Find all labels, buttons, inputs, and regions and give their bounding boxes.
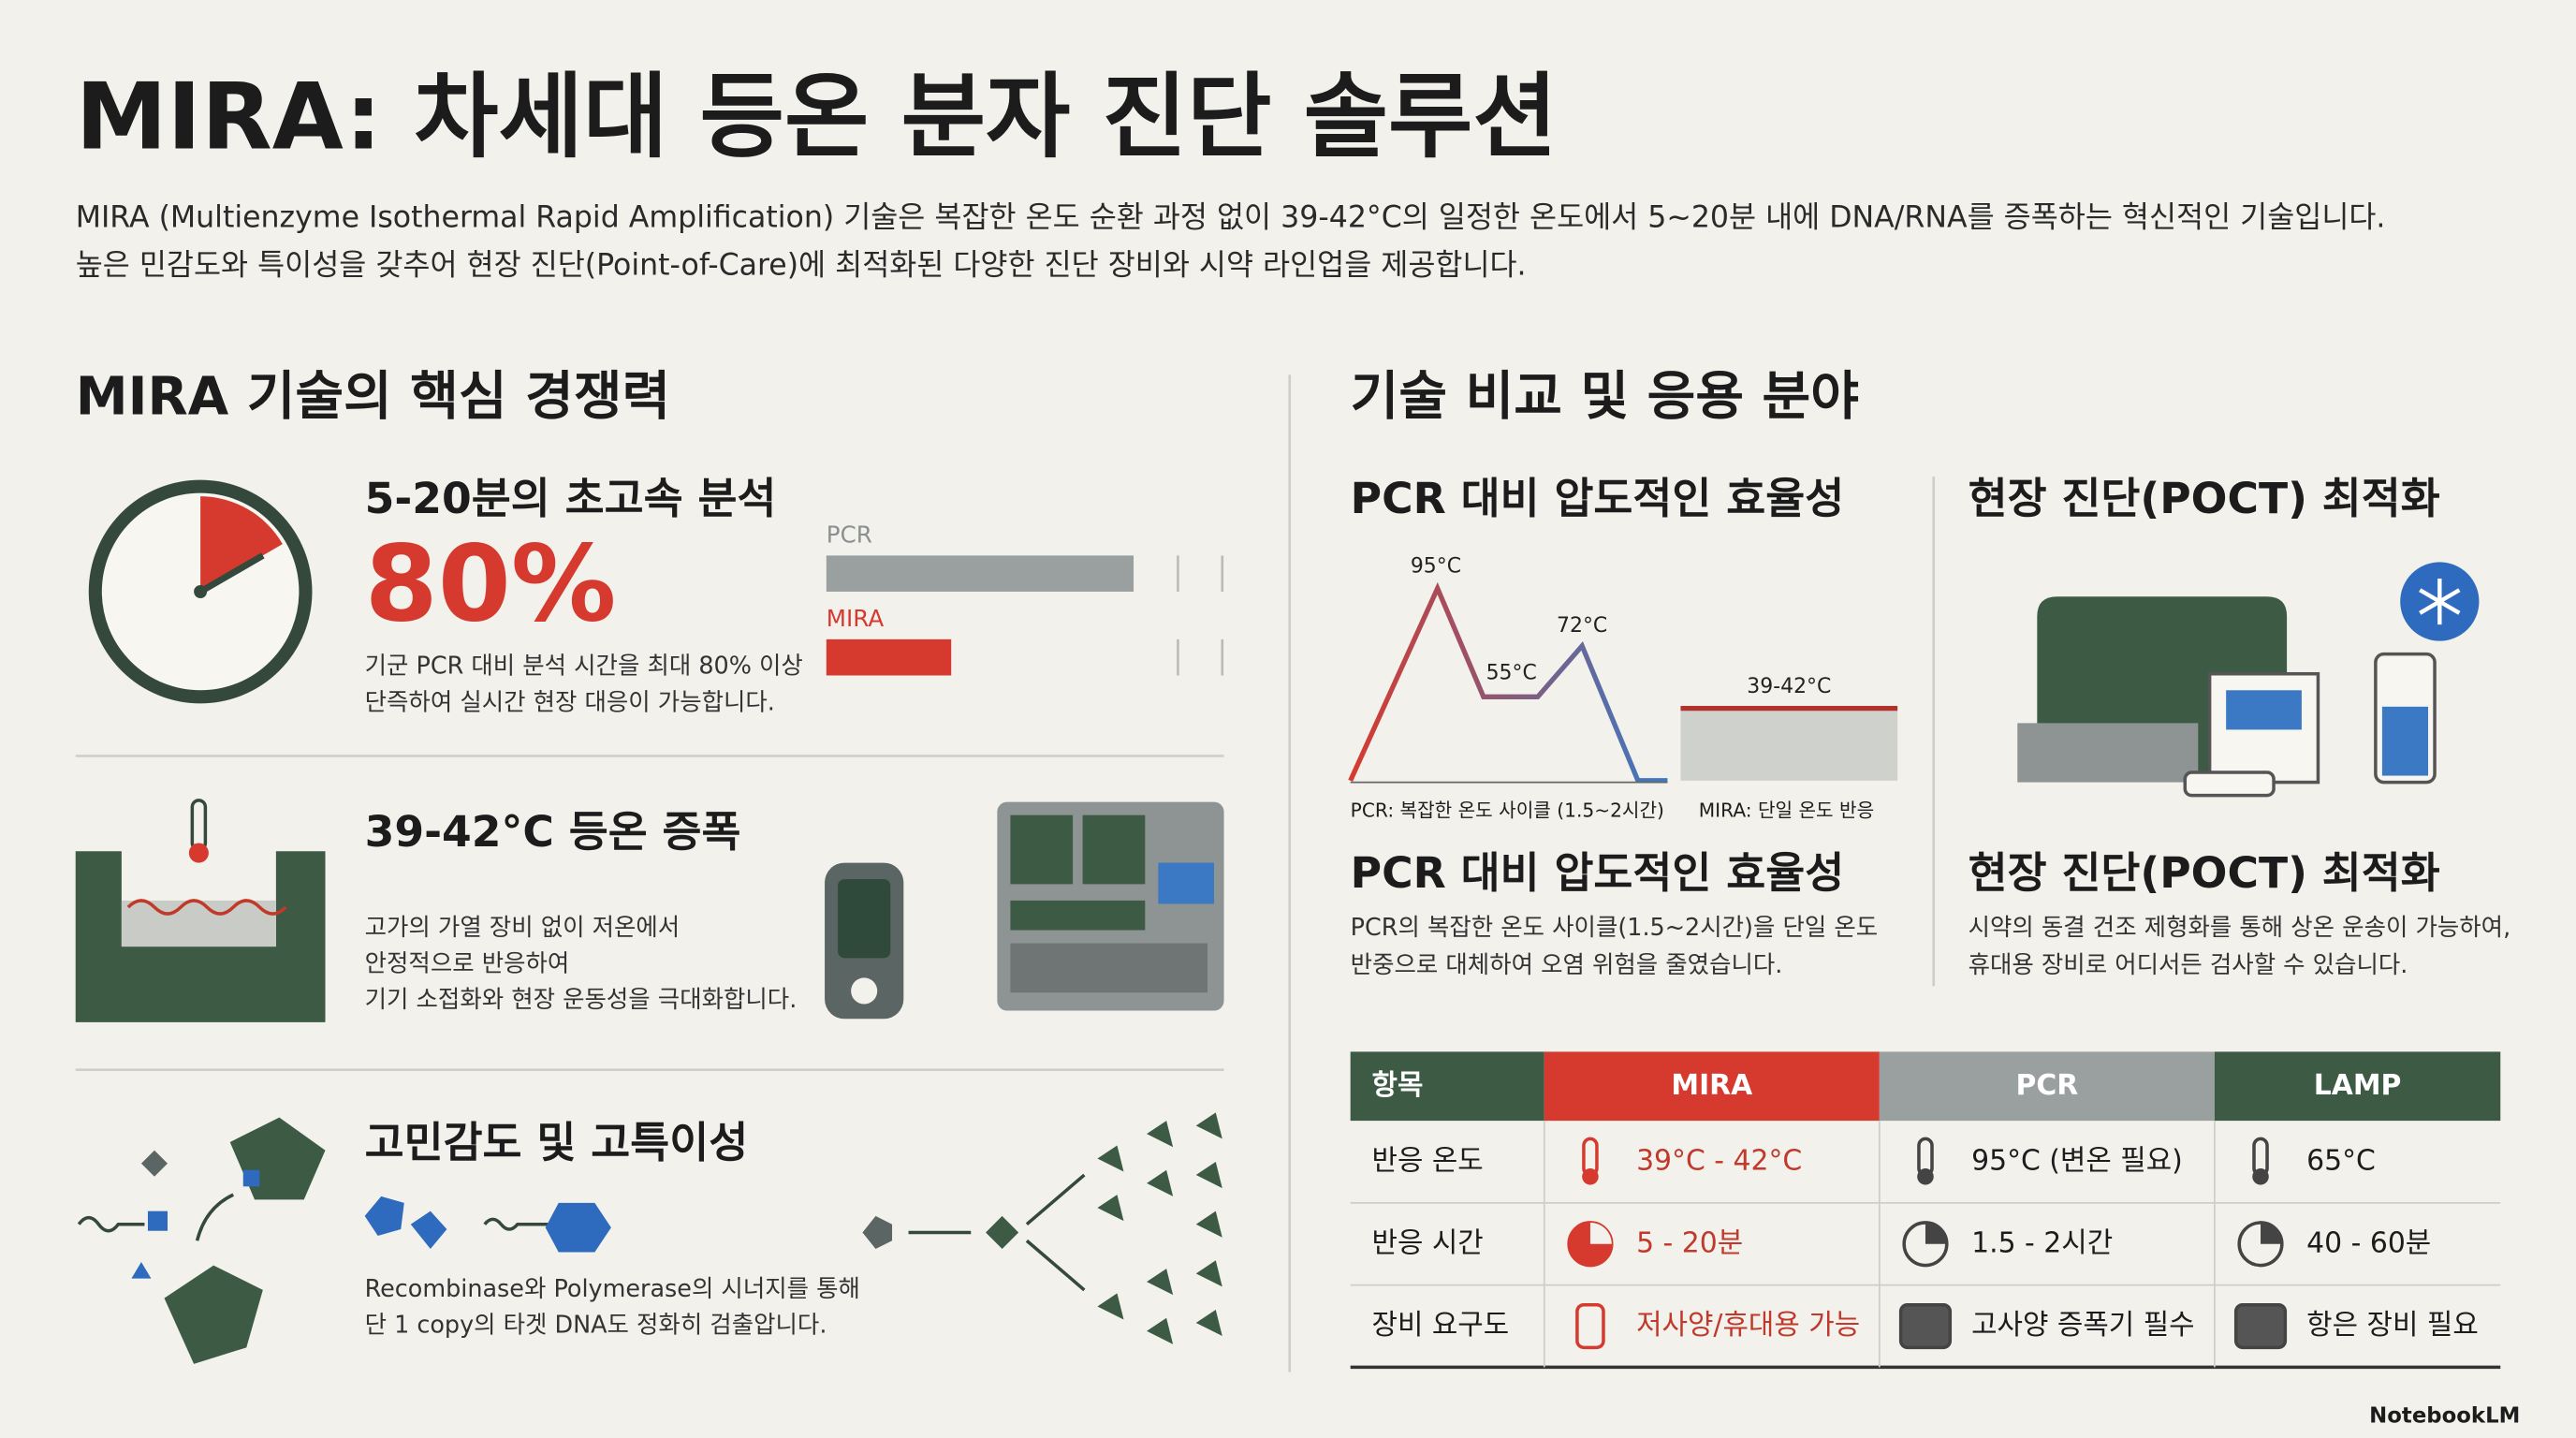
- feature-title: 5-20분의 초고속 분석: [365, 474, 777, 523]
- feature-title: 고민감도 및 고특이성: [365, 1118, 749, 1167]
- device-icon: [1575, 1302, 1605, 1350]
- feature-highlight: 80%: [365, 524, 617, 646]
- subsection-title: PCR 대비 압도적인 효율성: [1351, 474, 1844, 523]
- subsection-title: 현장 진단(POCT) 최적화: [1969, 848, 2440, 898]
- cell-text: 1.5 - 2시간: [1971, 1226, 2113, 1259]
- cell-text: 65°C: [2306, 1145, 2376, 1178]
- diagram-label: 72°C: [1557, 614, 1607, 638]
- diagram-caption: PCR: 복잡한 온도 사이클 (1.5~2시간): [1351, 800, 1664, 822]
- thermo-icon: [1582, 1168, 1599, 1185]
- subsection-title: PCR 대비 압도적인 효율성: [1351, 848, 1844, 898]
- device-icon: [1898, 1302, 1953, 1350]
- device-icons: [825, 801, 1224, 1020]
- diagram-caption: MIRA: 단일 온도 반응: [1699, 800, 1874, 822]
- cell-text: 5 - 20분: [1636, 1226, 1743, 1259]
- thermo-icon: [2252, 1168, 2269, 1185]
- feature-text: 고가의 가열 장비 없이 저온에서: [365, 913, 681, 941]
- section-title: MIRA 기술의 핵심 경쟁력: [76, 366, 670, 427]
- cell-text: 저사양/휴대용 가능: [1636, 1309, 1860, 1342]
- feature-text: Recombinase와 Polymerase의 시너지를 통해: [365, 1274, 860, 1302]
- cell-text: 항은 장비 필요: [2306, 1309, 2479, 1342]
- temperature-diagram: [1348, 581, 1898, 784]
- thermo-icon: [1917, 1168, 1934, 1185]
- header-text: LAMP: [2314, 1069, 2402, 1102]
- feature-text: 기군 PCR 대비 분석 시간을 최대 80% 이상: [365, 652, 803, 680]
- clock-icon: [2261, 1222, 2282, 1244]
- cell-text: 반응 온도: [1372, 1145, 1484, 1178]
- cell-text: 고사양 증폭기 필수: [1971, 1309, 2194, 1342]
- speed-bars: PCR MIRA: [826, 521, 1224, 676]
- clock-icon: [88, 479, 313, 704]
- feature-text: 단 1 copy의 타겟 DNA도 정화히 검출압니다.: [365, 1311, 827, 1339]
- feature-text: 기기 소접화와 현장 운동성을 극대화합니다.: [365, 985, 798, 1013]
- bar-label: PCR: [827, 521, 872, 548]
- brand: NotebookLM: [2369, 1404, 2520, 1429]
- cell-text: 40 - 60분: [2306, 1226, 2431, 1259]
- header-cell: [2214, 1051, 2501, 1122]
- diagram-label: 55°C: [1486, 662, 1537, 685]
- page-title: MIRA: 차세대 등온 분자 진단 솔루션: [76, 65, 1558, 171]
- bar-label: MIRA: [827, 605, 885, 632]
- feature-text: 단즉하여 실시간 현장 대응이 가능합니다.: [365, 687, 775, 715]
- header-cell: [1350, 1051, 1544, 1122]
- clock-icon: [1589, 1222, 1612, 1244]
- header-cell: [1544, 1051, 1880, 1122]
- cell-text: 장비 요구도: [1372, 1309, 1510, 1342]
- intro-text: 높은 민감도와 특이성을 갖추어 현장 진단(Point-of-Care)에 최…: [76, 248, 1527, 282]
- subsection-text: PCR의 복잡한 온도 사이클(1.5~2시간)을 단일 온도: [1351, 913, 1878, 941]
- poct-illustration: [2017, 562, 2480, 798]
- bath-icon: [75, 799, 326, 1022]
- feature-text: 안정적으로 반응하여: [365, 948, 570, 976]
- diagram-label: 39-42°C: [1747, 675, 1831, 698]
- clock-icon: [1925, 1222, 1947, 1244]
- cell-text: 39°C - 42°C: [1636, 1145, 1802, 1178]
- subsection-text: 휴대용 장비로 어디서든 검사할 수 있습니다.: [1969, 950, 2408, 978]
- header-text: 항목: [1372, 1069, 1424, 1102]
- subsection-text: 반중으로 대체하여 오염 위험을 줄였습니다.: [1351, 950, 1783, 978]
- cell-text: 반응 시간: [1372, 1226, 1484, 1259]
- cell-text: 95°C (변온 필요): [1971, 1145, 2183, 1178]
- header-text: PCR: [2015, 1069, 2078, 1102]
- section-title: 기술 비교 및 응용 분야: [1351, 366, 1859, 427]
- subsection-title: 현장 진단(POCT) 최적화: [1969, 474, 2440, 523]
- header-cell: [1879, 1051, 2215, 1122]
- subsection-text: 시약의 동결 건조 제형화를 통해 상온 운송이 가능하여,: [1969, 913, 2511, 941]
- diagram-label: 95°C: [1411, 555, 1461, 579]
- header-text: MIRA: [1671, 1069, 1752, 1102]
- comparison-table: 항목 MIRA PCR LAMP 반응 온도 39°C - 42°C 95°C (변온 필요…: [1350, 1051, 2501, 1370]
- device-icon: [2233, 1302, 2288, 1350]
- intro-text: MIRA (Multienzyme Isothermal Rapid Ampli…: [76, 201, 2386, 235]
- feature-title: 39-42°C 등온 증폭: [365, 807, 741, 857]
